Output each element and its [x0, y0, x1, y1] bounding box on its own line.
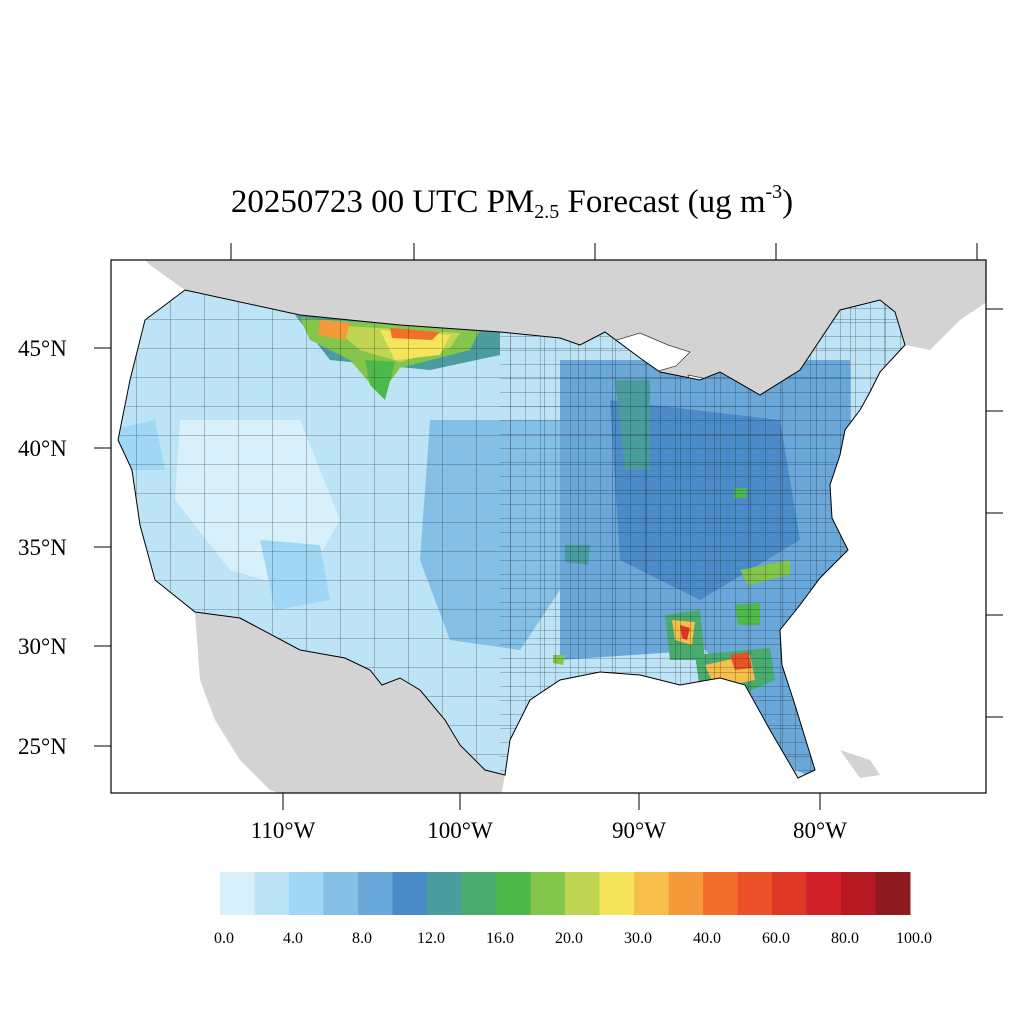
map-area	[117, 260, 986, 793]
left-ticks	[94, 347, 111, 747]
lat-label-30: 30°N	[18, 634, 67, 659]
canada-landmass	[145, 260, 986, 395]
lon-label-110w: 110°W	[251, 818, 316, 843]
colorbar-swatch	[358, 872, 393, 915]
right-ticks	[986, 308, 1003, 718]
colorbar-label: 80.0	[831, 930, 859, 947]
cuba-landmass	[840, 750, 880, 778]
colorbar-label: 40.0	[693, 930, 721, 947]
colorbar-swatch	[875, 872, 911, 915]
colorbar-swatch	[530, 872, 566, 915]
lat-label-25: 25°N	[18, 734, 67, 759]
colorbar-label: 4.0	[283, 930, 303, 947]
mexico-landmass	[195, 612, 505, 793]
colorbar-swatch	[737, 872, 773, 915]
colorbar-swatch	[841, 872, 876, 915]
lon-label-100w: 100°W	[427, 818, 493, 843]
colorbar-swatch	[703, 872, 738, 915]
colorbar-label: 100.0	[896, 930, 932, 947]
colorbar-swatch	[806, 872, 842, 915]
colorbar-swatch	[254, 872, 290, 915]
colorbar-label: 12.0	[417, 930, 445, 947]
colorbar-swatch	[220, 872, 255, 915]
us-outline	[117, 289, 906, 779]
lat-label-35: 35°N	[18, 535, 67, 560]
colorbar-swatch	[427, 872, 462, 915]
map-frame	[110, 259, 987, 794]
lat-label-45: 45°N	[18, 336, 67, 361]
colorbar-swatch	[599, 872, 635, 915]
colorbar-swatch	[668, 872, 704, 915]
lat-label-40: 40°N	[18, 436, 67, 461]
colorbar-label: 20.0	[555, 930, 583, 947]
colorbar-swatch	[496, 872, 531, 915]
map-title: 20250723 00 UTC PM2.5 Forecast (ug m-3)	[230, 181, 794, 223]
colorbar-swatch	[634, 872, 669, 915]
colorbar-label: 0.0	[214, 930, 234, 947]
colorbar-label: 8.0	[352, 930, 372, 947]
colorbar-swatch	[565, 872, 600, 915]
colorbar-swatch	[772, 872, 807, 915]
colorbar-swatch	[461, 872, 497, 915]
colorbar	[220, 872, 911, 915]
top-ticks	[230, 243, 978, 260]
bottom-ticks	[282, 793, 821, 810]
colorbar-swatch	[392, 872, 428, 915]
colorbar-swatch	[323, 872, 359, 915]
colorbar-swatch	[289, 872, 324, 915]
colorbar-labels: 0.0 4.0 8.0 12.0 16.0 20.0 30.0 40.0 60.0 80.0 100…	[214, 930, 932, 947]
colorbar-label: 30.0	[624, 930, 652, 947]
colorbar-label: 60.0	[762, 930, 790, 947]
lon-label-90w: 90°W	[612, 818, 666, 843]
lon-label-80w: 80°W	[793, 818, 847, 843]
colorbar-label: 16.0	[486, 930, 514, 947]
